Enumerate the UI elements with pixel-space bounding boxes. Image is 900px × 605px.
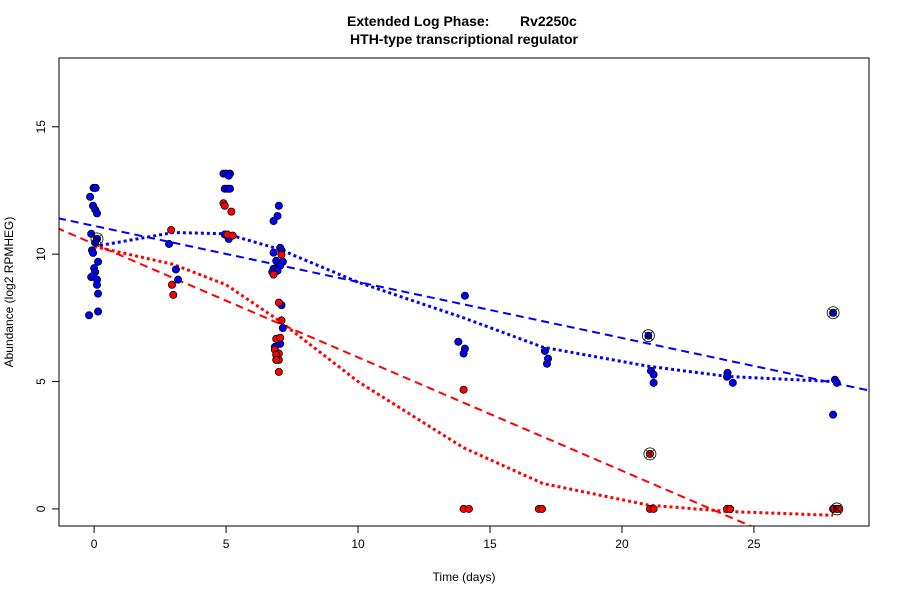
- blue-data-point: [454, 337, 463, 346]
- chart-subtitle: HTH-type transcriptional regulator: [350, 31, 578, 47]
- blue-highlight-cross: [828, 308, 838, 318]
- blue-data-point: [543, 359, 552, 368]
- blue-data-point: [649, 370, 658, 379]
- x-axis-label: Time (days): [433, 570, 496, 584]
- chart-title-left: Extended Log Phase:: [347, 13, 489, 29]
- blue-highlight-ring: [641, 329, 655, 343]
- blue-data-point: [171, 265, 180, 274]
- blue-data-point: [278, 324, 287, 333]
- x-tick-label: 20: [615, 537, 629, 551]
- red-linear-fit-line: [59, 227, 754, 526]
- x-tick-label: 10: [351, 537, 365, 551]
- red-data-point: [167, 280, 176, 289]
- blue-highlight-ring: [826, 306, 840, 320]
- y-tick-label: 5: [34, 378, 48, 385]
- red-data-point: [276, 333, 285, 342]
- blue-data-point: [459, 349, 468, 358]
- red-data-point: [169, 290, 178, 299]
- blue-data-point: [269, 217, 278, 226]
- red-highlight-cross: [645, 449, 655, 459]
- red-highlight-ring: [830, 502, 844, 516]
- chart-title-right: Rv2250c: [520, 13, 577, 29]
- blue-linear-fit-line: [59, 217, 869, 392]
- y-tick-label: 15: [34, 120, 48, 134]
- blue-data-point: [165, 239, 174, 248]
- blue-data-point: [832, 378, 841, 387]
- red-highlight-ring: [643, 447, 657, 461]
- red-highlight-cross: [832, 504, 842, 514]
- blue-data-point: [829, 410, 838, 419]
- red-data-point: [537, 504, 546, 513]
- x-tick-label: 5: [223, 537, 230, 551]
- blue-data-point: [94, 307, 103, 316]
- blue-data-point: [94, 289, 103, 298]
- red-data-point: [464, 504, 473, 513]
- blue-data-point: [224, 171, 233, 180]
- blue-data-point: [274, 201, 283, 210]
- y-axis-label: Abundance (log2 RPMHEG): [2, 217, 16, 368]
- x-tick-label: 25: [747, 537, 761, 551]
- blue-data-point: [93, 280, 102, 289]
- x-tick-label: 15: [483, 537, 497, 551]
- red-data-point: [269, 270, 278, 279]
- blue-data-point: [86, 192, 95, 201]
- blue-data-point: [91, 183, 100, 192]
- blue-data-point: [723, 372, 732, 381]
- blue-data-point: [728, 378, 737, 387]
- blue-data-point: [89, 248, 98, 257]
- plot-frame: [58, 57, 870, 527]
- red-smooth-line: [93, 245, 834, 517]
- blue-highlight-ring: [90, 232, 104, 246]
- blue-data-point: [269, 248, 278, 257]
- y-tick-label: 0: [34, 505, 48, 512]
- blue-data-point: [174, 275, 183, 284]
- red-data-point: [459, 385, 468, 394]
- red-data-point: [726, 504, 735, 513]
- red-data-point: [274, 298, 283, 307]
- blue-data-point: [93, 209, 102, 218]
- blue-data-point: [85, 311, 94, 320]
- red-data-point: [227, 207, 236, 216]
- blue-data-point: [540, 346, 549, 355]
- blue-data-point: [649, 378, 658, 387]
- blue-highlight-cross: [644, 331, 653, 340]
- red-data-point: [649, 504, 658, 513]
- blue-highlight-cross: [92, 234, 102, 244]
- y-tick-label: 10: [34, 247, 48, 261]
- blue-data-point: [94, 257, 103, 266]
- red-data-point: [167, 225, 176, 234]
- red-data-point: [834, 504, 843, 513]
- red-data-point: [277, 316, 286, 325]
- blue-data-point: [226, 184, 235, 193]
- x-tick-label: 0: [91, 537, 98, 551]
- red-data-point: [277, 250, 286, 259]
- blue-data-point: [460, 291, 469, 300]
- red-data-point: [272, 355, 281, 364]
- red-data-point: [274, 367, 283, 376]
- red-data-point: [228, 231, 237, 240]
- red-data-point: [220, 201, 229, 210]
